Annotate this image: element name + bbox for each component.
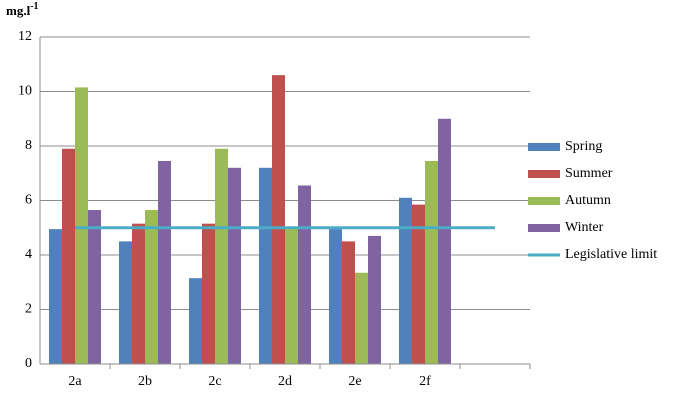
bar bbox=[368, 235, 381, 364]
y-tick-label: 0 bbox=[25, 356, 32, 371]
y-tick-label: 12 bbox=[18, 29, 32, 44]
bar bbox=[259, 167, 272, 364]
legend-swatch bbox=[528, 197, 560, 205]
legend-label: Summer bbox=[565, 166, 613, 181]
legend-swatch bbox=[528, 143, 560, 151]
legend-label: Autumn bbox=[565, 193, 611, 208]
y-axis-label: mg.l-1 bbox=[6, 1, 39, 18]
y-tick-label: 4 bbox=[25, 247, 32, 262]
bar bbox=[425, 160, 438, 364]
bar bbox=[75, 87, 88, 364]
bar bbox=[298, 185, 311, 364]
legend-label: Winter bbox=[565, 220, 604, 235]
x-tick-label: 2d bbox=[278, 374, 292, 389]
bar bbox=[145, 210, 158, 364]
legend-label: Legislative limit bbox=[565, 247, 657, 262]
bar bbox=[132, 223, 145, 364]
x-tick-label: 2f bbox=[419, 374, 431, 389]
bar bbox=[189, 278, 202, 364]
bar bbox=[228, 167, 241, 364]
bar bbox=[342, 241, 355, 364]
x-tick-label: 2a bbox=[68, 374, 82, 389]
bar bbox=[329, 229, 342, 364]
bar bbox=[62, 148, 75, 364]
bar bbox=[88, 210, 101, 364]
bar bbox=[438, 118, 451, 364]
bar bbox=[215, 148, 228, 364]
x-tick-label: 2b bbox=[138, 374, 152, 389]
legend-swatch bbox=[528, 224, 560, 232]
bar bbox=[285, 227, 298, 364]
bar bbox=[202, 223, 215, 364]
y-tick-label: 8 bbox=[25, 138, 32, 153]
x-tick-label: 2e bbox=[348, 374, 361, 389]
y-label-base: mg.l bbox=[6, 3, 31, 18]
legend-label: Spring bbox=[565, 139, 602, 154]
bar bbox=[49, 229, 62, 364]
bar bbox=[119, 241, 132, 364]
bar bbox=[272, 75, 285, 365]
y-label-exponent: -1 bbox=[30, 1, 38, 12]
y-tick-label: 2 bbox=[25, 302, 32, 317]
y-tick-label: 6 bbox=[25, 193, 32, 208]
bar bbox=[412, 204, 425, 364]
x-tick-label: 2c bbox=[208, 374, 221, 389]
legend-swatch bbox=[528, 170, 560, 178]
bar bbox=[399, 197, 412, 364]
bar bbox=[355, 272, 368, 364]
bar bbox=[158, 160, 171, 364]
y-tick-label: 10 bbox=[18, 84, 32, 99]
